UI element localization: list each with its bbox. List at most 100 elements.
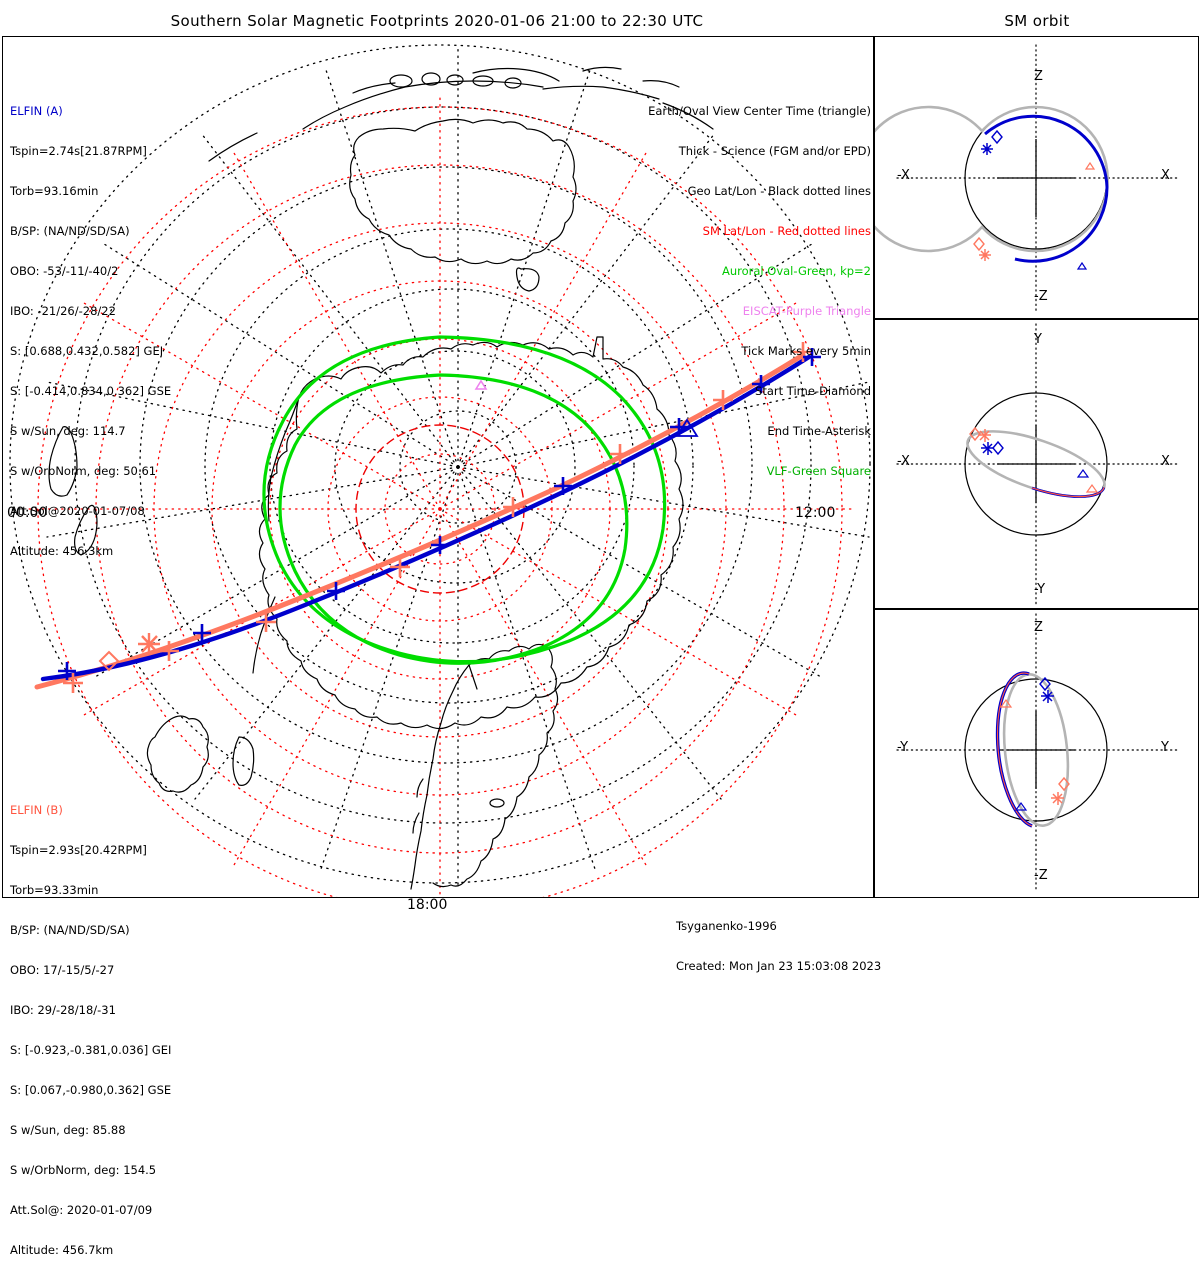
- elfin-a-line-8: S w/OrbNorm, deg: 50.61: [10, 463, 157, 478]
- center-marker-xz: [1084, 161, 1096, 170]
- elfin-a-line-5: S: [0.688,0.432,0.582] GEI: [10, 343, 164, 358]
- start-marker-elfin-b: [98, 650, 120, 672]
- sm-orbit-panel-xy[interactable]: Y -Y -X X: [874, 319, 1199, 609]
- legend-item-7: Start Time-Diamond: [755, 383, 871, 398]
- center-marker-yz-a: [1014, 801, 1028, 811]
- sm-xy-axes-dotted: [896, 323, 1178, 605]
- sm-xy-svg: [896, 323, 1178, 605]
- elfin-b-line-2: B/SP: (NA/ND/SD/SA): [10, 922, 130, 937]
- elfin-b-line-1: Torb=93.33min: [10, 882, 99, 897]
- legend-item-2: Geo Lat/Lon - Black dotted lines: [687, 183, 871, 198]
- elfin-b-line-7: S w/Sun, deg: 85.88: [10, 1122, 126, 1137]
- eiscat-marker: [474, 379, 488, 390]
- legend-item-6: Tick Marks every 5min: [741, 343, 871, 358]
- sm-inner-circle: [355, 424, 525, 594]
- start-marker-yz-b: [1058, 776, 1070, 792]
- elfin-b-line-9: Att.Sol@: 2020-01-07/09: [10, 1203, 153, 1217]
- center-marker-xz-a: [1076, 261, 1088, 270]
- elfin-b-line-5: S: [-0.923,-0.381,0.036] GEI: [10, 1042, 172, 1057]
- axis-label-y-left-yz: -Y: [897, 740, 909, 755]
- legend-item-1: Thick - Science (FGM and/or EPD): [678, 143, 871, 158]
- sm-xz-axes-solid: [997, 139, 1075, 217]
- elfin-b-line-8: S w/OrbNorm, deg: 154.5: [10, 1162, 157, 1177]
- elfin-b-line-3: OBO: 17/-15/5/-27: [10, 962, 115, 977]
- elfin-a-line-7: S w/Sun, deg: 114.7: [10, 423, 126, 438]
- legend-item-5: EISCAT-Purple Triangle: [742, 303, 871, 318]
- sm-xy-axes-solid: [997, 425, 1075, 503]
- elfin-b-label: ELFIN (B): [10, 802, 63, 817]
- elfin-b-line-10: Altitude: 456.7km: [10, 1243, 114, 1258]
- axis-label-y-top-xy: Y: [1034, 332, 1042, 347]
- blue-orbit-yz: [995, 671, 1033, 828]
- mlt-label-1800: 18:00: [407, 897, 448, 913]
- sm-yz-axes-solid: [997, 711, 1075, 789]
- elfin-b-line-4: IBO: 29/-28/18/-31: [10, 1002, 116, 1017]
- end-marker-yz-b: [1051, 792, 1064, 805]
- sm-orbit-panel-xz[interactable]: Z -Z -X X: [874, 36, 1199, 319]
- main-polar-plot[interactable]: ELFIN (A) Tspin=2.74s[21.87RPM] Torb=93.…: [2, 36, 881, 1257]
- axis-label-x-right-xz: X: [1161, 168, 1170, 183]
- elfin-a-line-2: B/SP: (NA/ND/SD/SA): [10, 223, 130, 238]
- sm-orbit-panel-yz[interactable]: Z -Z -Y Y: [874, 609, 1199, 898]
- center-marker-xy-a: [1076, 468, 1090, 478]
- credits: Tsyganenko-1996 Created: Mon Jan 23 15:0…: [563, 893, 882, 1000]
- axis-label-y-bottom-xy: -Y: [1034, 582, 1046, 597]
- sm-orbit-title: SM orbit: [1004, 12, 1070, 30]
- start-marker-xz-b: [973, 236, 985, 252]
- axis-label-z-bottom-xz: -Z: [1034, 289, 1048, 304]
- mlt-label-1200: 12:00: [795, 505, 836, 521]
- axis-label-z-top-yz: Z: [1034, 620, 1043, 635]
- elfin-b-line-6: S: [0.067,-0.980,0.362] GSE: [10, 1082, 172, 1097]
- legend-item-3: SM Lat/Lon - Red dotted lines: [702, 223, 871, 238]
- end-marker-elfin-b: [138, 633, 160, 655]
- elfin-a-line-1: Torb=93.16min: [10, 183, 99, 198]
- sm-yz-svg: [896, 613, 1178, 891]
- gray-orbit-xy: [966, 430, 1106, 498]
- center-marker-yz-b: [999, 698, 1013, 708]
- axis-label-x-right-xy: X: [1161, 454, 1170, 469]
- center-marker-xy-b: [1085, 483, 1099, 493]
- axis-label-x-left-xz: -X: [897, 168, 910, 183]
- earth-circle-xy: [964, 392, 1108, 536]
- start-marker-yz: [1039, 676, 1051, 692]
- elfin-a-line-9: Att.Sol@2020-01-07/08: [10, 504, 145, 518]
- end-marker-xy-a: [981, 442, 994, 455]
- elfin-a-line-10: Altitude: 456.3km: [10, 544, 114, 559]
- end-marker-xy: [978, 429, 991, 442]
- legend-item-8: End Time-Asterisk: [767, 423, 871, 438]
- end-marker-yz: [1041, 690, 1054, 703]
- blue-orbit-xy: [966, 430, 1106, 498]
- end-marker-xz: [981, 143, 993, 155]
- start-marker-xz: [991, 129, 1003, 145]
- sm-yz-axes-dotted: [896, 613, 1178, 891]
- gray-orbit-yz: [1002, 673, 1070, 827]
- created-timestamp: Created: Mon Jan 23 15:03:08 2023: [676, 958, 882, 973]
- red-orbit-xy: [966, 430, 1106, 498]
- earth-circle-yz: [964, 678, 1108, 822]
- end-marker-xz-b: [979, 249, 991, 261]
- elfin-a-line-4: IBO: -21/26/-28/22: [10, 303, 116, 318]
- legend-item-9: VLF-Green Square: [766, 463, 871, 478]
- elfin-a-info: ELFIN (A) Tspin=2.74s[21.87RPM] Torb=93.…: [10, 78, 171, 585]
- sm-xz-axes-dotted: [896, 44, 1178, 312]
- start-marker-xy-a: [992, 440, 1004, 456]
- red-orbit-yz: [997, 672, 1033, 827]
- axis-label-z-top-xz: Z: [1034, 69, 1043, 84]
- earth-circle-xz: [964, 106, 1108, 250]
- figure-root: Southern Solar Magnetic Footprints 2020-…: [2, 12, 1199, 1257]
- axis-label-x-left-xy: -X: [897, 454, 910, 469]
- elfin-a-line-6: S: [-0.414,0.834,0.362] GSE: [10, 383, 172, 398]
- blue-orbit-xz: [984, 114, 1109, 263]
- page-title: Southern Solar Magnetic Footprints 2020-…: [170, 12, 704, 30]
- elfin-b-line-0: Tspin=2.93s[20.42RPM]: [10, 842, 147, 857]
- legend: Earth/Oval View Center Time (triangle) T…: [563, 78, 871, 505]
- elfin-a-line-3: OBO: -53/-11/-40/2: [10, 263, 119, 278]
- elfin-b-info: ELFIN (B) Tspin=2.93s[20.42RPM] Torb=93.…: [10, 777, 171, 1284]
- legend-item-0: Earth/Oval View Center Time (triangle): [648, 103, 871, 118]
- mlt-label-0000: 00:00: [7, 505, 48, 521]
- start-marker-xy: [969, 426, 981, 442]
- axis-label-z-bottom-yz: -Z: [1034, 868, 1048, 883]
- elfin-a-label: ELFIN (A): [10, 103, 63, 118]
- legend-item-4: Auroral Oval-Green, kp=2: [721, 263, 871, 278]
- elfin-a-line-0: Tspin=2.74s[21.87RPM]: [10, 143, 147, 158]
